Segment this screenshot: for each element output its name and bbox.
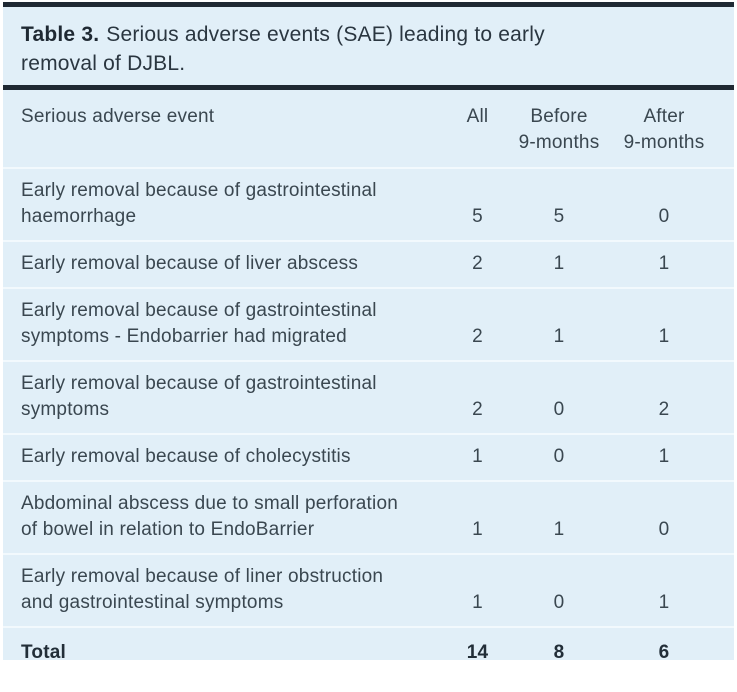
column-header-before: Before 9-months	[515, 90, 603, 169]
header-row: Serious adverse event All Before 9-month…	[3, 90, 734, 169]
value-after: 1	[603, 554, 734, 628]
value-before: 0	[515, 434, 603, 482]
event-label: Early removal because of cholecystitis	[3, 434, 440, 482]
value-before: 0	[515, 554, 603, 628]
event-label: Early removal because of gastrointestina…	[3, 361, 440, 435]
table-row: Early removal because of liner obstructi…	[3, 554, 734, 628]
event-label: Abdominal abscess due to small perforati…	[3, 481, 440, 555]
value-all: 2	[440, 241, 515, 289]
value-all: 2	[440, 288, 515, 362]
column-header-event: Serious adverse event	[3, 90, 440, 169]
event-label: Early removal because of gastrointestina…	[3, 168, 440, 242]
table-number-label: Table 3.	[21, 23, 100, 46]
value-before: 1	[515, 481, 603, 555]
value-before: 5	[515, 168, 603, 242]
value-all: 1	[440, 554, 515, 628]
total-before: 8	[553, 642, 565, 663]
table-row: Abdominal abscess due to small perforati…	[3, 481, 734, 555]
total-label: Total	[21, 642, 66, 663]
table-row: Early removal because of liver abscess 2…	[3, 241, 734, 289]
event-label: Early removal because of liver abscess	[3, 241, 440, 289]
value-after: 0	[603, 481, 734, 555]
value-before: 1	[515, 288, 603, 362]
value-all: 1	[440, 434, 515, 482]
value-after: 0	[603, 168, 734, 242]
value-all: 1	[440, 481, 515, 555]
value-after: 1	[603, 288, 734, 362]
column-header-after: After 9-months	[603, 90, 734, 169]
value-all: 5	[440, 168, 515, 242]
table-row: Early removal because of gastrointestina…	[3, 288, 734, 362]
total-row: Total 14 8 6	[3, 627, 734, 692]
table-card: Table 3. Serious adverse events (SAE) lea…	[3, 2, 734, 663]
table-row: Early removal because of gastrointestina…	[3, 168, 734, 242]
value-after: 1	[603, 434, 734, 482]
column-header-all: All	[440, 90, 515, 169]
table-row: Early removal because of gastrointestina…	[3, 361, 734, 435]
value-before: 1	[515, 241, 603, 289]
event-label: Early removal because of liner obstructi…	[3, 554, 440, 628]
table-row: Early removal because of cholecystitis 1…	[3, 434, 734, 482]
sae-table: Serious adverse event All Before 9-month…	[3, 90, 734, 692]
total-all: 14	[466, 642, 489, 663]
value-before: 0	[515, 361, 603, 435]
value-after: 1	[603, 241, 734, 289]
title-divider-rule	[3, 85, 734, 90]
table-title-text: Serious adverse events (SAE) leading to …	[21, 23, 545, 75]
value-after: 2	[603, 361, 734, 435]
event-label: Early removal because of gastrointestina…	[3, 288, 440, 362]
value-all: 2	[440, 361, 515, 435]
total-after: 6	[658, 642, 670, 663]
table-title: Table 3. Serious adverse events (SAE) lea…	[3, 7, 734, 82]
